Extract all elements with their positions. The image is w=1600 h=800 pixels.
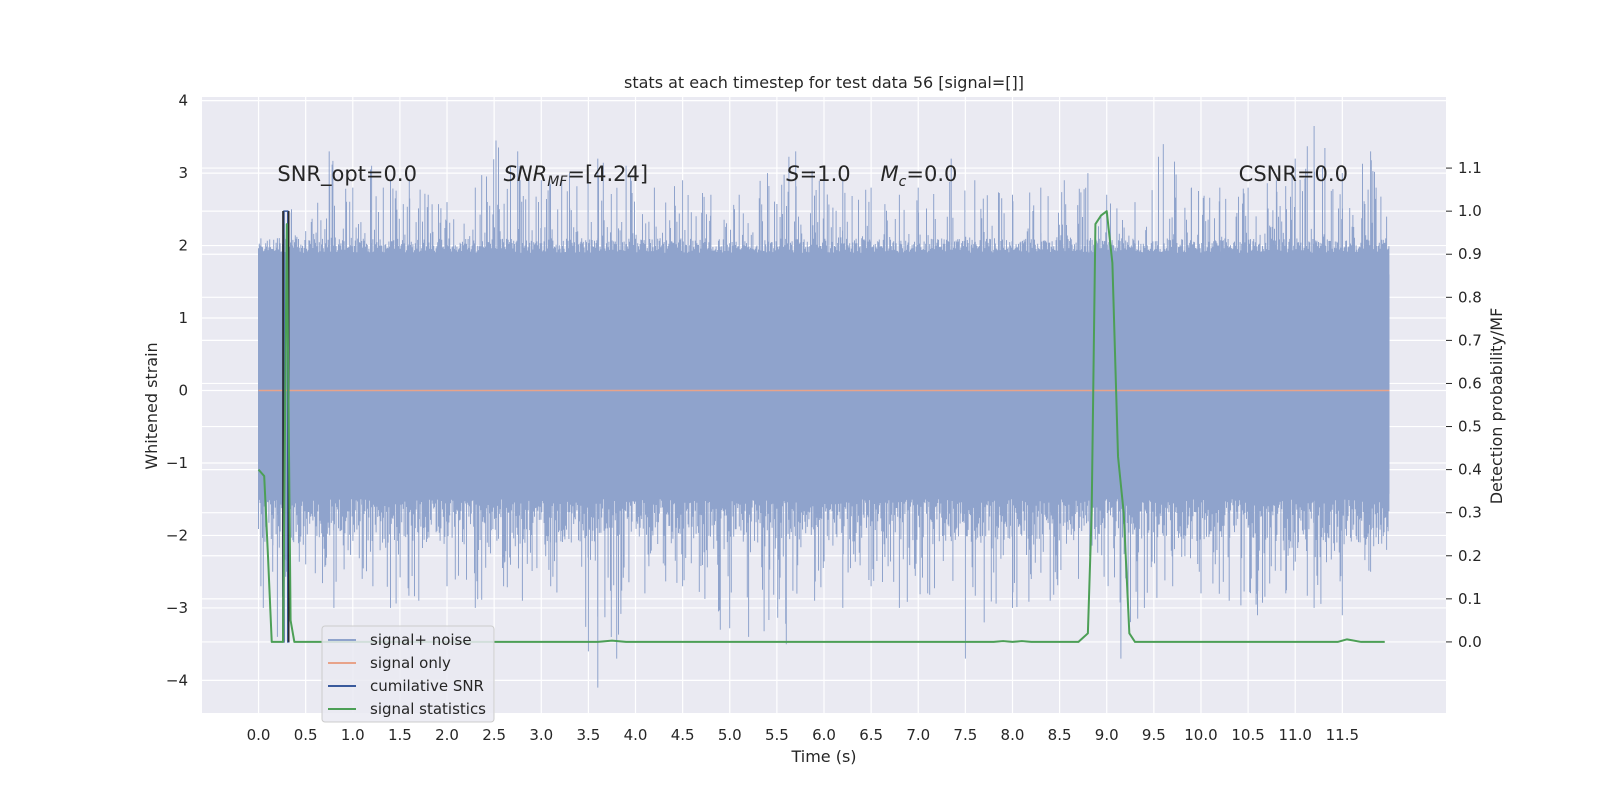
y2-tick-label: 1.1 xyxy=(1458,159,1482,177)
x-tick-label: 8.5 xyxy=(1048,726,1072,744)
y-tick-label: 2 xyxy=(178,237,188,255)
y-tick-label: −1 xyxy=(166,454,188,472)
annotation: Mc=0.0 xyxy=(881,162,958,190)
x-tick-label: 1.0 xyxy=(341,726,365,744)
x-tick-label: 6.5 xyxy=(859,726,883,744)
x-tick-label: 2.0 xyxy=(435,726,459,744)
x-tick-label: 9.5 xyxy=(1142,726,1166,744)
series-signal-statistics xyxy=(257,210,1385,643)
y2-tick-label: 0.9 xyxy=(1458,245,1482,263)
annotation: S=1.0 xyxy=(786,162,850,186)
x-tick-label: 0.0 xyxy=(247,726,271,744)
annotation: CSNR=0.0 xyxy=(1239,162,1348,186)
x-tick-label: 4.0 xyxy=(624,726,648,744)
y-tick-label: −4 xyxy=(166,671,188,689)
x-tick-label: 0.5 xyxy=(294,726,318,744)
y2-tick-label: 0.3 xyxy=(1458,504,1482,522)
y-tick-label: 0 xyxy=(178,382,188,400)
x-tick-label: 7.0 xyxy=(906,726,930,744)
legend-entry: signal statistics xyxy=(370,700,486,718)
y2-tick-label: 0.2 xyxy=(1458,547,1482,565)
legend-box xyxy=(321,625,495,723)
x-tick-label: 11.0 xyxy=(1279,726,1312,744)
x-tick-label: 3.0 xyxy=(529,726,553,744)
x-tick-label: 1.5 xyxy=(388,726,412,744)
x-tick-label: 9.0 xyxy=(1095,726,1119,744)
y2-tick-label: 0.1 xyxy=(1458,590,1482,608)
x-tick-label: 6.0 xyxy=(812,726,836,744)
x-tick-label: 4.5 xyxy=(671,726,695,744)
x-tick-label: 8.0 xyxy=(1001,726,1025,744)
x-tick-label: 5.0 xyxy=(718,726,742,744)
x-tick-label: 11.5 xyxy=(1326,726,1359,744)
annotation: SNRMF=[4.24] xyxy=(504,162,649,190)
y2-tick-label: 1.0 xyxy=(1458,202,1482,220)
x-tick-label: 10.5 xyxy=(1231,726,1264,744)
x-tick-label: 2.5 xyxy=(482,726,506,744)
x-tick-label: 5.5 xyxy=(765,726,789,744)
x-tick-label: 10.0 xyxy=(1184,726,1217,744)
y-tick-label: 3 xyxy=(178,164,188,182)
y-tick-label: 4 xyxy=(178,92,188,110)
y2-tick-label: 0.6 xyxy=(1458,374,1482,392)
y2-tick-label: 0.4 xyxy=(1458,461,1482,479)
y-tick-label: −2 xyxy=(166,526,188,544)
x-axis-label: Time (s) xyxy=(790,747,856,766)
annotation: SNR_opt=0.0 xyxy=(277,162,417,187)
y2-tick-label: 0.0 xyxy=(1458,633,1482,651)
y2-axis-label: Detection probability/MF xyxy=(1487,308,1506,505)
series-signal-noise xyxy=(258,126,1390,688)
y2-tick-label: 0.7 xyxy=(1458,331,1482,349)
x-tick-label: 7.5 xyxy=(953,726,977,744)
chart-title: stats at each timestep for test data 56 … xyxy=(624,73,1024,92)
y-axis-label: Whitened strain xyxy=(142,342,161,469)
legend-entry: signal+ noise xyxy=(370,631,472,649)
legend-entry: signal only xyxy=(370,654,451,672)
y-tick-label: 1 xyxy=(178,309,188,327)
y-tick-label: −3 xyxy=(166,599,188,617)
y2-tick-label: 0.8 xyxy=(1458,288,1482,306)
x-tick-label: 3.5 xyxy=(576,726,600,744)
y2-tick-label: 0.5 xyxy=(1458,418,1482,436)
legend-entry: cumilative SNR xyxy=(370,677,484,695)
